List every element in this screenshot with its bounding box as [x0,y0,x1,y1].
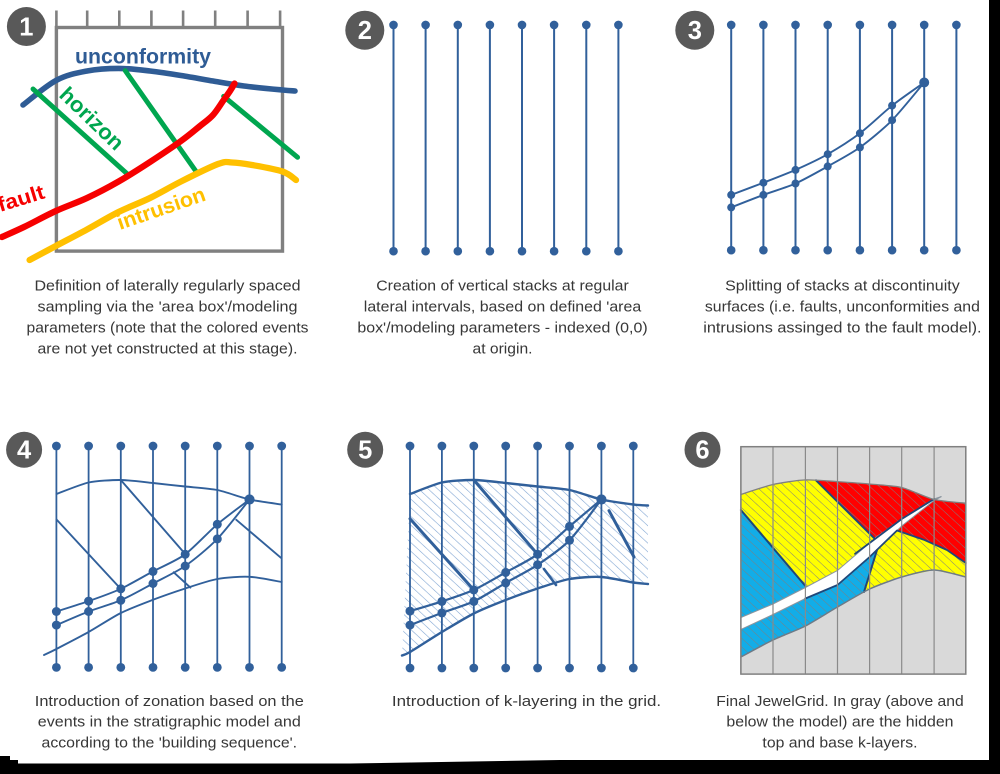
svg-text:Introduction of zonation based: Introduction of zonation based on the [35,694,304,710]
svg-text:fault: fault [0,181,48,217]
svg-text:at origin.: at origin. [473,342,533,358]
svg-text:2: 2 [358,17,372,45]
svg-text:Final JewelGrid. In gray (abov: Final JewelGrid. In gray (above and [716,694,963,710]
svg-text:Splitting of stacks at discont: Splitting of stacks at discontinuity [725,279,960,295]
svg-text:are not yet constructed at thi: are not yet constructed at this stage). [38,342,298,358]
svg-text:Definition of laterally regula: Definition of laterally regularly spaced [35,279,301,295]
svg-text:4: 4 [17,437,32,465]
svg-text:intrusions assinged to the fau: intrusions assinged to the fault model). [703,321,981,337]
svg-text:top and base k-layers.: top and base k-layers. [762,735,917,751]
svg-text:parameters (note that the colo: parameters (note that the colored events [27,321,309,337]
svg-text:according to the 'building seq: according to the 'building sequence'. [42,735,298,751]
svg-text:5: 5 [358,437,372,465]
svg-text:box'/modeling parameters - ind: box'/modeling parameters - indexed (0,0) [357,321,647,337]
svg-text:lateral intervals, based on de: lateral intervals, based on defined 'are… [364,300,642,316]
svg-text:unconformity: unconformity [75,45,211,69]
svg-text:Creation of vertical stacks at: Creation of vertical stacks at regular [376,279,629,295]
svg-text:6: 6 [695,437,709,465]
svg-text:below the model) are the hidde: below the model) are the hidden [726,715,953,731]
svg-text:sampling via the 'area box'/mo: sampling via the 'area box'/modeling [38,300,298,316]
svg-text:3: 3 [688,17,702,45]
svg-text:surfaces (i.e. faults, unconfo: surfaces (i.e. faults, unconformities an… [705,300,980,316]
svg-text:events in the stratigraphic mo: events in the stratigraphic model and [38,715,301,731]
svg-text:1: 1 [19,14,33,42]
svg-text:Introduction of k-layering in: Introduction of k-layering in the grid. [392,694,661,710]
